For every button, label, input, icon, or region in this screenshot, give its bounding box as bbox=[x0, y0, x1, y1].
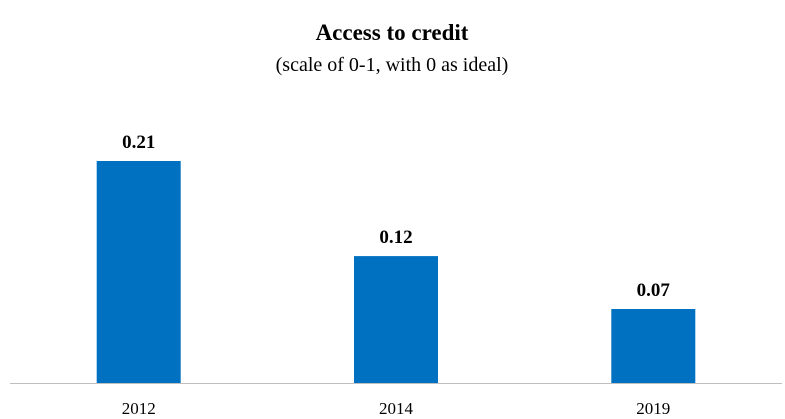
x-tick-labels-group: 2012 2014 2019 bbox=[122, 399, 671, 418]
bar-2014 bbox=[354, 256, 438, 383]
bar-2012 bbox=[97, 161, 181, 383]
x-tick-label-2012: 2012 bbox=[122, 399, 156, 418]
bars-group bbox=[97, 161, 696, 383]
data-label-2014: 0.12 bbox=[379, 227, 412, 248]
data-label-2019: 0.07 bbox=[637, 280, 671, 301]
x-tick-label-2019: 2019 bbox=[636, 399, 670, 418]
x-tick-label-2014: 2014 bbox=[379, 399, 414, 418]
chart-title: Access to credit bbox=[316, 20, 469, 45]
data-label-2012: 0.21 bbox=[122, 132, 155, 153]
chart-subtitle: (scale of 0-1, with 0 as ideal) bbox=[276, 54, 509, 76]
bar-2019 bbox=[611, 309, 695, 383]
